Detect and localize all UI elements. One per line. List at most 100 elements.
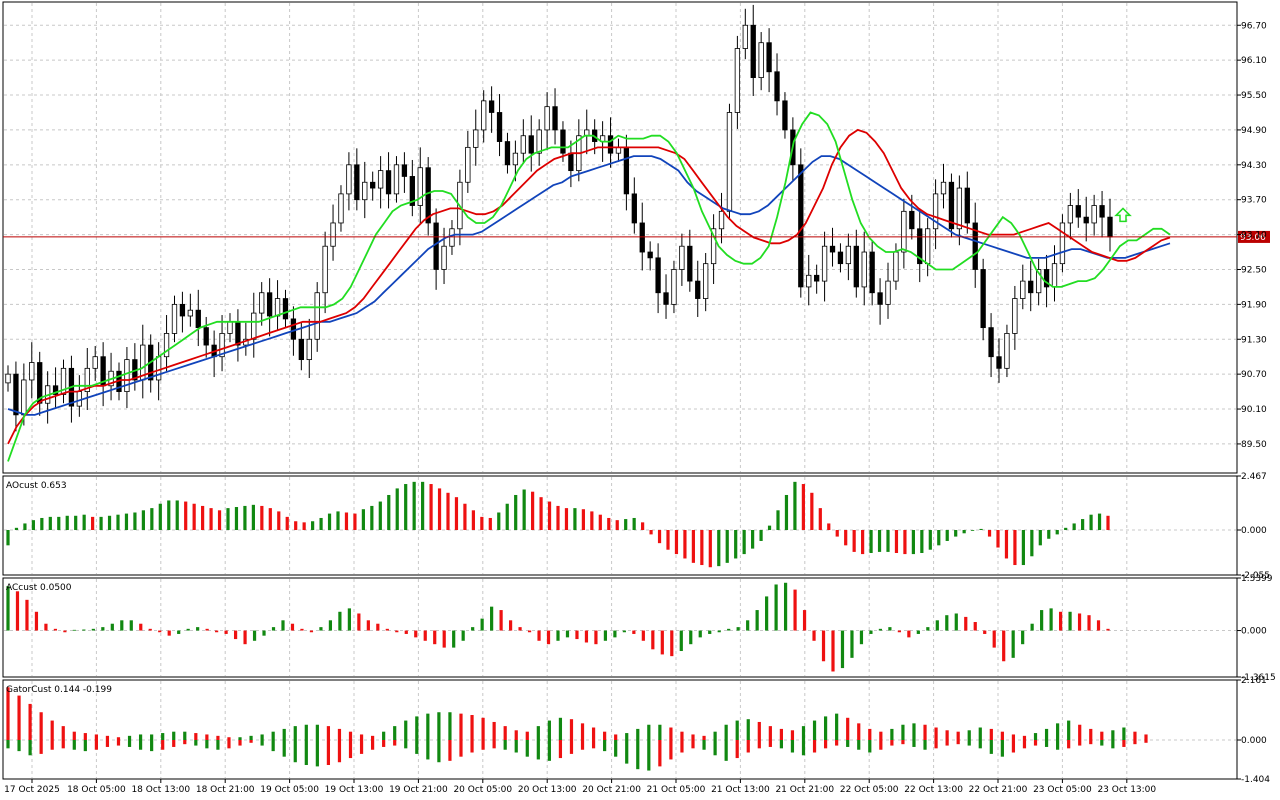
gator-upper-bar	[956, 731, 960, 741]
gator-lower-bar	[923, 740, 927, 750]
gator-upper-bar	[536, 726, 540, 741]
y-tick-label: 91.30	[1241, 335, 1267, 345]
candle	[370, 171, 376, 201]
histogram-bar	[421, 481, 425, 531]
y-tick-label: 0.000	[1241, 736, 1267, 746]
histogram-bar	[831, 630, 835, 672]
candle	[1004, 324, 1010, 378]
candle	[560, 121, 566, 162]
histogram-bar	[243, 630, 247, 645]
histogram-bar	[44, 623, 48, 631]
gator-upper-bar	[227, 737, 231, 741]
alligator-lips-line	[7, 111, 1171, 462]
gator-lower-bar	[271, 740, 275, 752]
gator-lower-bar	[94, 740, 98, 750]
gator-upper-bar	[989, 728, 993, 741]
candle	[171, 295, 178, 343]
candle	[821, 231, 828, 302]
gator-lower-bar	[603, 740, 607, 752]
candle	[425, 157, 431, 236]
gator-lower-bar	[1122, 740, 1126, 747]
histogram-bar	[63, 630, 67, 633]
gator-lower-bar	[426, 740, 430, 760]
histogram-bar	[1055, 530, 1059, 535]
gator-upper-bar	[647, 724, 651, 741]
histogram-bar	[725, 530, 729, 563]
gator-upper-bar	[768, 726, 772, 741]
gator-upper-bar	[1022, 735, 1027, 741]
gator-upper-bar	[1111, 730, 1115, 741]
candle	[1059, 214, 1066, 273]
histogram-bar	[328, 620, 333, 631]
histogram-bar	[497, 512, 501, 531]
histogram-bar	[613, 630, 617, 638]
gator-upper-bar	[50, 720, 54, 741]
gator-upper-bar	[558, 717, 563, 741]
histogram-bar	[480, 618, 484, 631]
gator-upper-bar	[1078, 724, 1082, 741]
histogram-bar	[821, 630, 826, 662]
histogram-bar	[452, 630, 456, 648]
gator-lower-bar	[547, 740, 551, 761]
gator-upper-bar	[426, 713, 430, 741]
histogram-bar	[736, 627, 740, 631]
price-pane[interactable]: 93.06	[3, 4, 1270, 462]
histogram-bar	[209, 508, 213, 531]
ao-indicator-pane[interactable]: AOcust 0.653	[4, 481, 1236, 568]
histogram-bar	[226, 508, 230, 531]
gator-upper-bar	[116, 737, 121, 741]
gator-lower-bar	[989, 740, 993, 754]
y-tick-label: 94.90	[1241, 126, 1267, 136]
histogram-bar	[983, 630, 987, 634]
histogram-bar	[167, 630, 171, 636]
candle	[1012, 285, 1018, 350]
histogram-bar	[575, 630, 579, 640]
gator-lower-bar	[161, 740, 165, 750]
histogram-bar	[734, 530, 738, 559]
histogram-bar	[82, 629, 86, 631]
ac-indicator-pane[interactable]: ACcust 0.0500	[4, 582, 1236, 672]
candle	[124, 347, 130, 409]
histogram-bar	[700, 530, 704, 566]
gator-lower-bar	[647, 740, 651, 771]
histogram-bar	[590, 511, 594, 531]
gator-upper-bar	[835, 713, 839, 741]
gator-upper-bar	[83, 733, 87, 741]
candle	[948, 173, 955, 238]
gator-lower-bar	[625, 740, 629, 764]
gator-lower-bar	[194, 740, 198, 746]
histogram-bar	[167, 500, 171, 531]
candle	[901, 198, 907, 269]
gator-lower-bar	[1011, 740, 1016, 753]
histogram-bar	[573, 508, 577, 531]
gator-upper-bar	[205, 734, 209, 741]
gator-lower-bar	[304, 740, 308, 766]
gator-lower-bar	[890, 740, 894, 746]
candle	[496, 94, 503, 157]
histogram-bar	[564, 508, 569, 531]
gator-lower-bar	[636, 740, 640, 770]
gator-indicator-pane[interactable]: GatorCust 0.144 -0.199	[4, 685, 1236, 771]
histogram-bar	[903, 530, 907, 555]
histogram-bar	[378, 501, 382, 531]
gator-upper-bar	[1122, 727, 1126, 741]
histogram-bar	[827, 523, 831, 531]
histogram-bar	[877, 530, 882, 552]
candle	[869, 241, 875, 306]
histogram-bar	[294, 521, 298, 531]
gator-lower-bar	[6, 740, 10, 749]
candle	[417, 147, 423, 224]
histogram-bar	[192, 503, 196, 531]
gator-upper-bar	[735, 720, 739, 741]
gator-upper-bar	[470, 715, 474, 741]
histogram-bar	[215, 630, 219, 633]
gator-lower-bar	[28, 740, 32, 756]
gator-lower-bar	[746, 740, 750, 753]
histogram-bar	[861, 530, 865, 555]
gator-lower-bar	[315, 740, 319, 767]
gator-lower-bar	[83, 740, 87, 752]
candle	[885, 262, 891, 319]
histogram-bar	[395, 488, 399, 531]
candle	[1083, 196, 1089, 242]
